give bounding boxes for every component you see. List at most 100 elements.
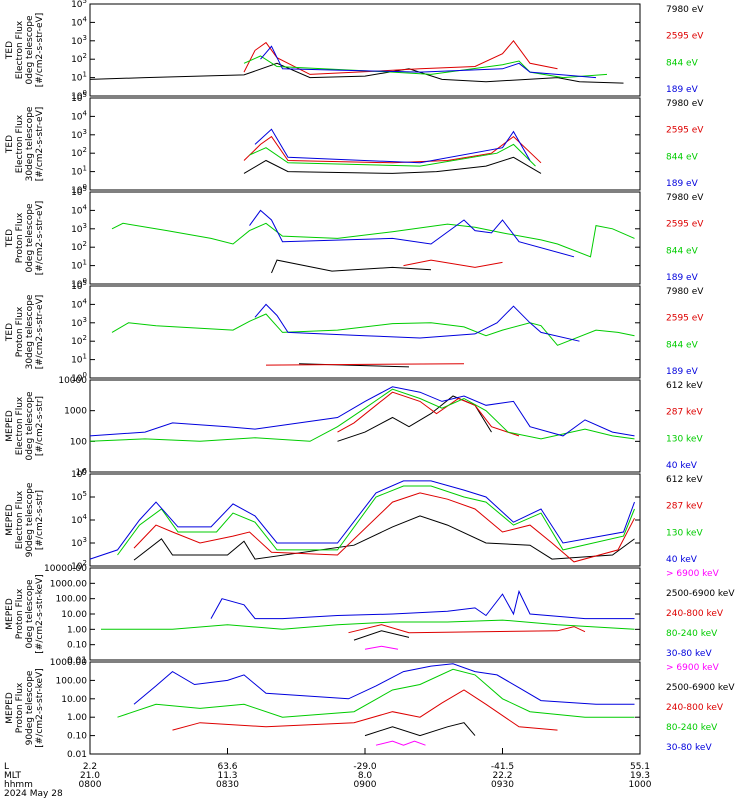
legend-entry: 80-240 keV — [666, 723, 718, 733]
legend-entry: 40 keV — [666, 555, 698, 565]
y-tick-exponent: 2 — [83, 559, 87, 567]
y-tick-label: 0.10 — [67, 641, 87, 651]
legend-entry: 844 eV — [666, 340, 699, 350]
series-line — [260, 45, 597, 79]
y-axis-label: [#/cm2-s-str-eV] — [35, 295, 45, 370]
legend-entry: 30-80 keV — [666, 649, 712, 659]
y-tick-label: 101 — [71, 71, 87, 84]
series-line — [243, 55, 608, 79]
y-tick-label: 1000 — [64, 407, 87, 417]
legend-entry: 2500-6900 keV — [666, 683, 735, 693]
y-tick-label: 0.10 — [67, 732, 87, 742]
x-tick-label-l: 55.1 — [630, 762, 650, 772]
y-tick-exponent: 4 — [83, 513, 88, 521]
series-line — [249, 143, 536, 167]
series-line — [111, 222, 635, 258]
y-axis-label: Proton Flux — [15, 682, 25, 733]
y-tick-exponent: 4 — [83, 203, 88, 211]
y-tick-label: 100 — [70, 437, 87, 447]
legend-entry: > 6900 keV — [666, 569, 720, 579]
legend-entry: 2500-6900 keV — [666, 589, 735, 599]
x-tick-label-mlt: 21.0 — [80, 771, 100, 781]
y-tick-exponent: 1 — [83, 353, 87, 361]
y-tick-exponent: 3 — [83, 536, 87, 544]
y-tick-label: 1.00 — [67, 713, 87, 723]
x-row-label-mlt: MLT — [4, 771, 22, 781]
y-axis-label: Proton Flux — [15, 588, 25, 639]
y-axis-label: 0deg telescope — [25, 391, 35, 461]
series-line — [337, 391, 520, 437]
y-tick-exponent: 5 — [83, 91, 87, 99]
y-tick-label: 104 — [71, 109, 87, 122]
y-axis-label: 30deg telescope — [25, 294, 35, 369]
series-line — [254, 128, 531, 164]
y-axis-label: 0deg telescope — [25, 579, 35, 649]
legend-entry: > 6900 keV — [666, 663, 720, 673]
series-line — [89, 388, 635, 442]
legend-entry: 130 keV — [666, 528, 703, 538]
y-axis-label: [#/cm2-s-str-eV] — [35, 201, 45, 276]
y-axis-label: 30deg telescope — [25, 106, 35, 181]
y-tick-exponent: 5 — [83, 490, 87, 498]
y-tick-exponent: 3 — [83, 34, 87, 42]
y-axis-label: TED — [5, 229, 15, 248]
y-tick-label: 101 — [71, 353, 87, 366]
legend-entry: 40 keV — [666, 461, 698, 471]
legend-entry: 612 keV — [666, 475, 703, 485]
legend-entry: 844 eV — [666, 152, 699, 162]
y-tick-exponent: 2 — [83, 334, 87, 342]
y-tick-label: 103 — [71, 128, 87, 141]
panel-frame — [89, 567, 641, 661]
x-tick-label-mlt: 8.0 — [358, 771, 373, 781]
x-tick-label-l: 63.6 — [217, 762, 237, 772]
series-line — [133, 492, 635, 563]
y-tick-label: 10 — [76, 468, 88, 478]
series-line — [364, 645, 399, 650]
y-axis-label: [#/cm2-s-str] — [35, 490, 45, 550]
y-tick-label: 101 — [71, 165, 87, 178]
series-line — [117, 668, 635, 718]
series-line — [101, 619, 635, 630]
y-tick-exponent: 1 — [83, 165, 87, 173]
panel-frame — [89, 191, 641, 285]
legend-entry: 189 eV — [666, 85, 699, 95]
legend-entry: 287 keV — [666, 502, 703, 512]
series-line — [243, 39, 558, 75]
legend-entry: 844 eV — [666, 58, 699, 68]
series-line — [89, 386, 635, 437]
y-axis-label: TED — [5, 41, 15, 60]
series-line — [254, 303, 580, 342]
y-axis-label: Electron Flux — [15, 396, 25, 455]
series-line — [298, 363, 410, 368]
legend-entry: 2595 eV — [666, 126, 704, 136]
legend-entry: 30-80 keV — [666, 743, 712, 753]
y-tick-label: 102 — [71, 52, 87, 65]
legend-entry: 612 keV — [666, 381, 703, 391]
x-tick-label-l: -29.0 — [353, 762, 377, 772]
y-axis-label: MEPED — [5, 692, 15, 724]
y-tick-exponent: 4 — [83, 297, 88, 305]
y-tick-label: 103 — [71, 34, 87, 47]
x-tick-label-l: -41.5 — [491, 762, 514, 772]
y-tick-label: 100.00 — [56, 676, 88, 686]
series-line — [243, 135, 542, 164]
legend-entry: 2595 eV — [666, 32, 704, 42]
y-tick-label: 102 — [71, 240, 87, 253]
panel-frame — [89, 97, 641, 191]
x-row-label-l: L — [4, 762, 9, 772]
legend-entry: 130 keV — [666, 434, 703, 444]
y-tick-label: 10000.00 — [44, 564, 87, 574]
series-line — [348, 624, 586, 634]
y-tick-exponent: 1 — [83, 71, 87, 79]
y-axis-label: 90deg telescope — [25, 482, 35, 557]
panel-frame — [89, 379, 641, 473]
y-axis-label: TED — [5, 323, 15, 342]
y-axis-label: Electron Flux — [15, 20, 25, 79]
y-axis-label: TED — [5, 135, 15, 154]
y-tick-label: 102 — [71, 146, 87, 159]
y-tick-label: 10.00 — [61, 610, 87, 620]
legend-entry: 7980 eV — [666, 287, 704, 297]
legend-entry: 7980 eV — [666, 193, 704, 203]
y-tick-exponent: 2 — [83, 240, 87, 248]
y-tick-exponent: 3 — [83, 128, 87, 136]
